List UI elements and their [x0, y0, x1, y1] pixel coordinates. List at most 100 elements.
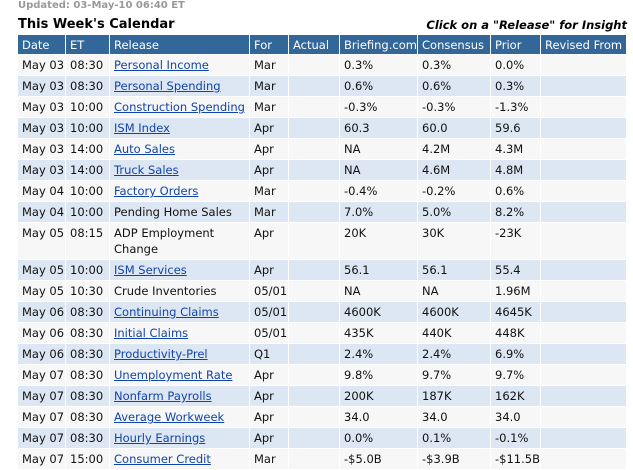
cell-consensus: 34.0 [417, 406, 491, 428]
cell-date: May 03 [17, 159, 66, 181]
cell-for: Apr [249, 138, 289, 160]
cell-for: 05/01 [249, 301, 289, 323]
cell-for: Mar [249, 180, 289, 202]
release-link[interactable]: Unemployment Rate [114, 368, 233, 382]
table-row: May 07 08:30 Unemployment Rate Apr 9.8% 9.7% 9… [17, 364, 627, 386]
cell-briefing: 0.6% [339, 75, 418, 97]
cell-time: 10:00 [65, 201, 110, 223]
cell-date: May 05 [17, 280, 66, 302]
release-link[interactable]: Hourly Earnings [114, 431, 206, 445]
cell-revised-from [540, 343, 627, 365]
cell-prior: 55.4 [490, 259, 541, 281]
cell-date: May 06 [17, 343, 66, 365]
col-header-actual: Actual [288, 34, 340, 55]
cell-for: Mar [249, 96, 289, 118]
release-link[interactable]: Personal Income [114, 58, 209, 72]
release-link[interactable]: Truck Sales [114, 163, 179, 177]
cell-briefing: -$5.0B [339, 448, 418, 470]
cell-release: Crude Inventories [109, 280, 250, 302]
cell-release: Nonfarm Payrolls [109, 385, 250, 407]
table-row: May 03 10:00 ISM Index Apr 60.3 60.0 59.6 [17, 117, 627, 139]
page-title: This Week's Calendar [18, 17, 175, 32]
release-link[interactable]: Auto Sales [114, 142, 175, 156]
cell-briefing: NA [339, 280, 418, 302]
cell-release: Construction Spending [109, 96, 250, 118]
table-row: May 05 10:30 Crude Inventories 05/01 NA NA 1.9… [17, 280, 627, 302]
calendar-body: May 03 08:30 Personal Income Mar 0.3% 0.3% 0.0… [17, 54, 627, 470]
release-link[interactable]: Initial Claims [114, 326, 189, 340]
cell-for: Mar [249, 448, 289, 470]
table-row: May 05 10:00 ISM Services Apr 56.1 56.1 55.4 [17, 259, 627, 281]
cell-prior: 448K [490, 322, 541, 344]
table-row: May 04 10:00 Factory Orders Mar -0.4% -0.2% 0.… [17, 180, 627, 202]
release-link[interactable]: ISM Services [114, 263, 187, 277]
cell-revised-from [540, 222, 627, 260]
release-link[interactable]: Productivity-Prel [114, 347, 208, 361]
cell-time: 14:00 [65, 159, 110, 181]
table-row: May 06 08:30 Initial Claims 05/01 435K 440K 44… [17, 322, 627, 344]
cell-date: May 04 [17, 201, 66, 223]
cell-actual [288, 138, 340, 160]
release-link[interactable]: Consumer Credit [114, 452, 211, 466]
cell-release: ISM Index [109, 117, 250, 139]
cell-time: 10:30 [65, 280, 110, 302]
cell-prior: 0.0% [490, 54, 541, 76]
cell-actual [288, 159, 340, 181]
table-row: May 03 14:00 Auto Sales Apr NA 4.2M 4.3M [17, 138, 627, 160]
cell-consensus: -0.2% [417, 180, 491, 202]
release-link[interactable]: Average Workweek [114, 410, 225, 424]
cell-for: Apr [249, 364, 289, 386]
release-link[interactable]: Construction Spending [114, 100, 245, 114]
cell-actual [288, 406, 340, 428]
cell-consensus: 0.3% [417, 54, 491, 76]
cell-consensus: 60.0 [417, 117, 491, 139]
col-header-briefing: Briefing.com [339, 34, 418, 55]
updated-timestamp: Updated: 03-May-10 06:40 ET [18, 0, 185, 11]
cell-briefing: NA [339, 138, 418, 160]
cell-release: Auto Sales [109, 138, 250, 160]
cell-actual [288, 259, 340, 281]
cell-time: 08:30 [65, 364, 110, 386]
release-link[interactable]: Personal Spending [114, 79, 221, 93]
insight-hint: Click on a "Release" for Insight [426, 18, 627, 32]
cell-briefing: 56.1 [339, 259, 418, 281]
col-header-date: Date [17, 34, 66, 55]
cell-for: Apr [249, 159, 289, 181]
col-header-revised-from: Revised From [540, 34, 627, 55]
cell-prior: 4.8M [490, 159, 541, 181]
cell-release: ISM Services [109, 259, 250, 281]
cell-release: Unemployment Rate [109, 364, 250, 386]
table-row: May 07 08:30 Average Workweek Apr 34.0 34.0 34… [17, 406, 627, 428]
cell-revised-from [540, 159, 627, 181]
cell-prior: -1.3% [490, 96, 541, 118]
table-row: May 04 10:00 Pending Home Sales Mar 7.0% 5.0%… [17, 201, 627, 223]
cell-prior: 162K [490, 385, 541, 407]
cell-for: Apr [249, 222, 289, 260]
cell-time: 08:30 [65, 427, 110, 449]
cell-for: Mar [249, 201, 289, 223]
table-row: May 06 08:30 Productivity-Prel Q1 2.4% 2.4% 6.… [17, 343, 627, 365]
cell-date: May 05 [17, 259, 66, 281]
release-link[interactable]: Nonfarm Payrolls [114, 389, 212, 403]
cell-date: May 03 [17, 117, 66, 139]
cell-consensus: 0.1% [417, 427, 491, 449]
cell-revised-from [540, 364, 627, 386]
cell-for: Mar [249, 54, 289, 76]
cell-time: 08:15 [65, 222, 110, 260]
cell-release: Consumer Credit [109, 448, 250, 470]
cell-date: May 07 [17, 364, 66, 386]
cell-consensus: 5.0% [417, 201, 491, 223]
cell-briefing: 60.3 [339, 117, 418, 139]
cell-date: May 03 [17, 138, 66, 160]
release-link[interactable]: ISM Index [114, 121, 170, 135]
release-link[interactable]: Factory Orders [114, 184, 199, 198]
cell-date: May 06 [17, 301, 66, 323]
col-header-prior: Prior [490, 34, 541, 55]
cell-revised-from [540, 406, 627, 428]
cell-revised-from [540, 54, 627, 76]
cell-briefing: -0.3% [339, 96, 418, 118]
cell-revised-from [540, 180, 627, 202]
cell-consensus: NA [417, 280, 491, 302]
cell-consensus: 440K [417, 322, 491, 344]
release-link[interactable]: Continuing Claims [114, 305, 219, 319]
